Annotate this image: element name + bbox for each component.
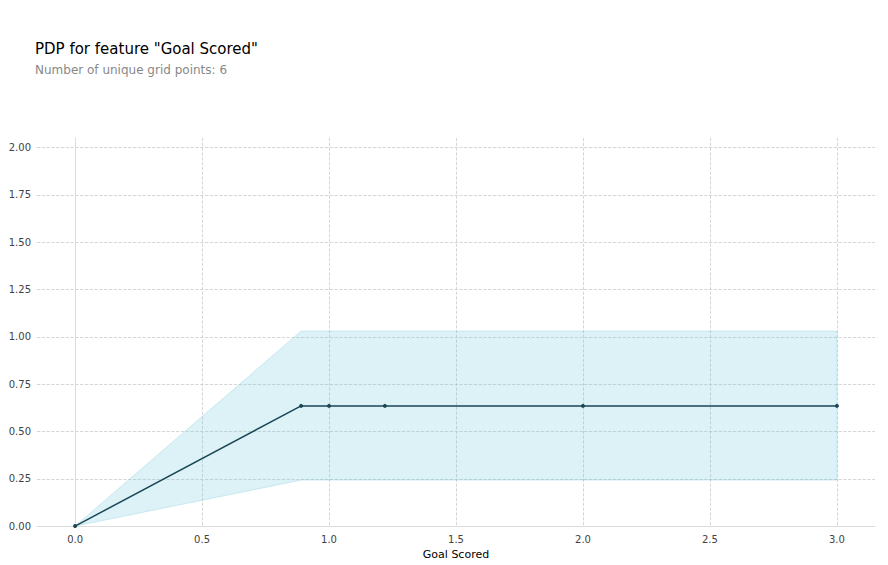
svg-text:0.75: 0.75 [9,379,31,390]
svg-text:1.5: 1.5 [448,534,464,545]
svg-text:0.50: 0.50 [9,426,31,437]
svg-text:1.00: 1.00 [9,331,31,342]
svg-text:0.0: 0.0 [67,534,83,545]
svg-text:1.75: 1.75 [9,189,31,200]
svg-text:0.00: 0.00 [9,521,31,532]
svg-text:2.0: 2.0 [575,534,591,545]
svg-text:PDP for feature "Goal Scored": PDP for feature "Goal Scored" [35,40,258,58]
svg-text:2.00: 2.00 [9,142,31,153]
svg-text:0.25: 0.25 [9,473,31,484]
svg-text:Number of unique grid points:: Number of unique grid points: 6 [35,63,227,77]
svg-text:1.0: 1.0 [321,534,337,545]
svg-text:1.25: 1.25 [9,284,31,295]
svg-text:0.5: 0.5 [194,534,210,545]
svg-text:2.5: 2.5 [702,534,718,545]
svg-text:Goal Scored: Goal Scored [423,548,489,561]
svg-text:1.50: 1.50 [9,237,31,248]
svg-text:3.0: 3.0 [829,534,845,545]
